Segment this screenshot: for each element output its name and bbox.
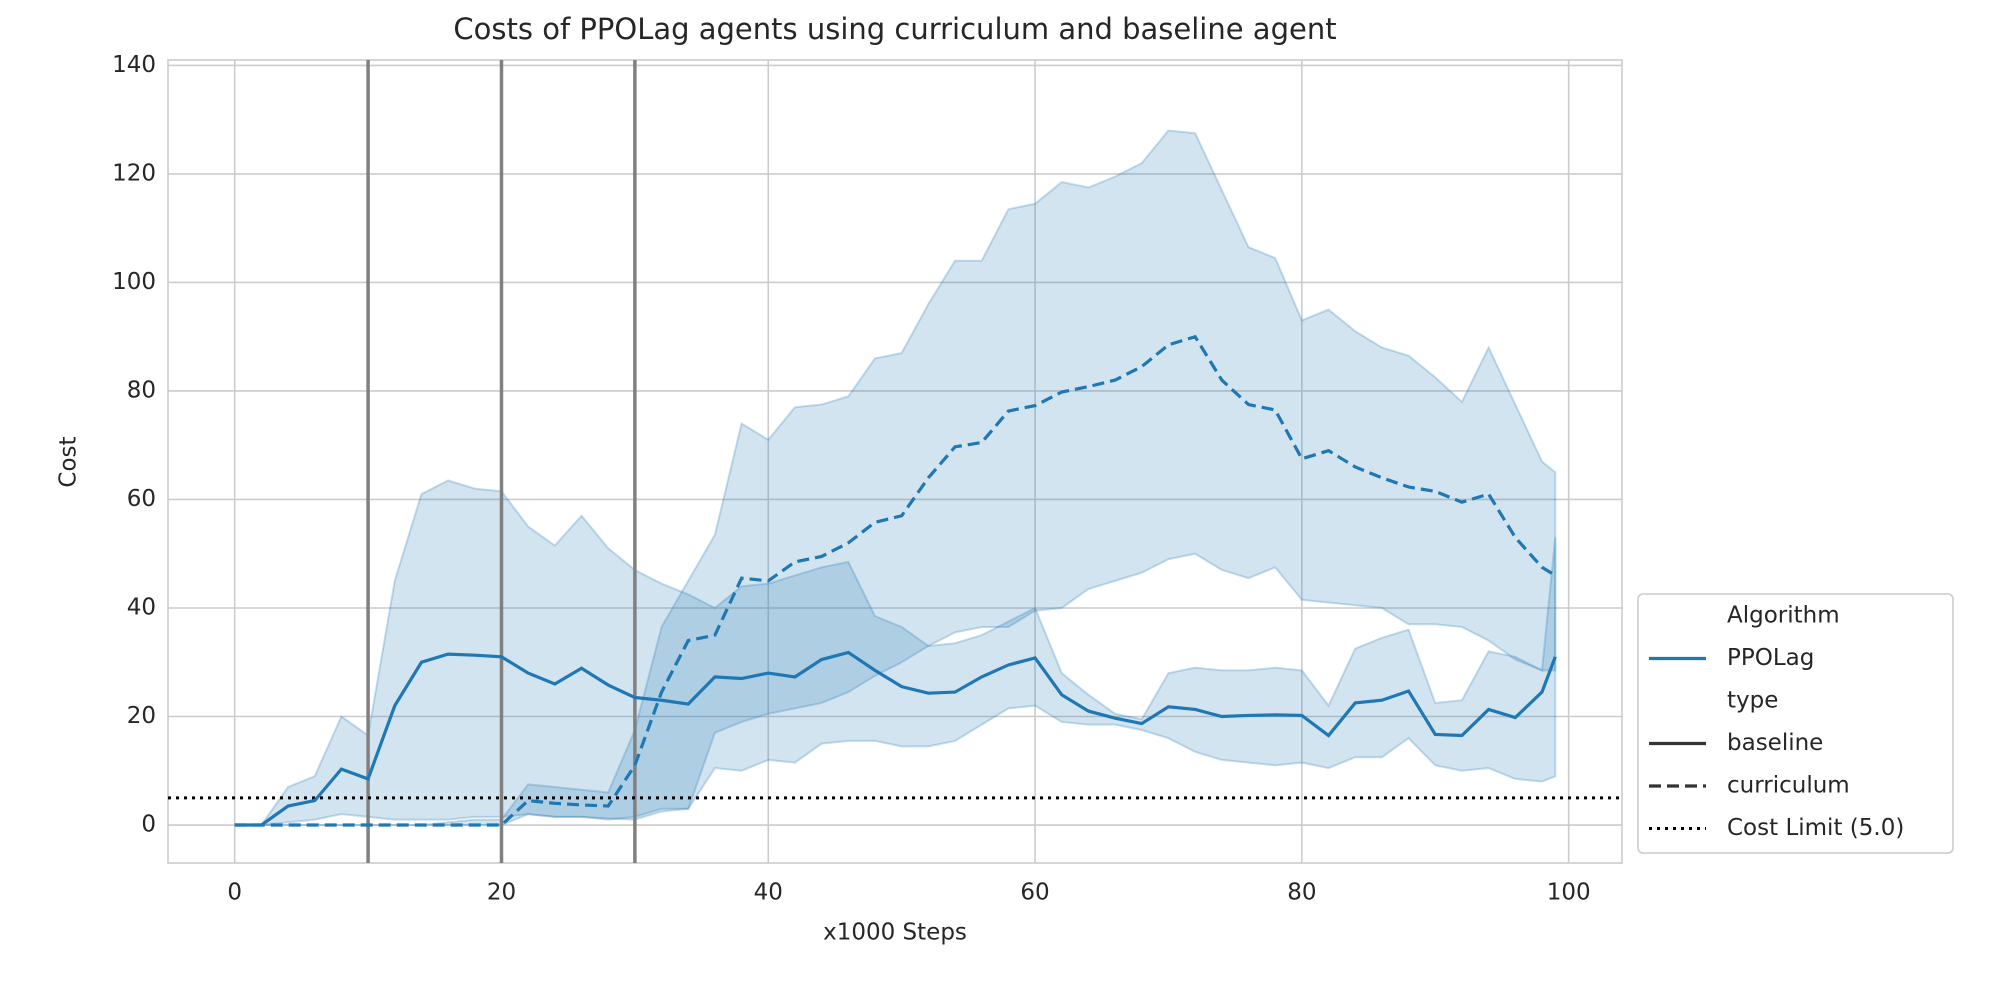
y-tick-label: 0 bbox=[141, 812, 156, 838]
x-tick-label: 80 bbox=[1287, 880, 1316, 906]
legend-title: type bbox=[1727, 688, 1778, 714]
y-axis-label: Cost bbox=[56, 436, 82, 487]
chart-title: Costs of PPOLag agents using curriculum … bbox=[453, 12, 1336, 46]
x-tick-label: 0 bbox=[227, 880, 242, 906]
confidence-band bbox=[234, 129, 1557, 827]
plot-area bbox=[167, 59, 1623, 864]
y-tick-label: 20 bbox=[127, 703, 156, 729]
legend-box bbox=[1637, 593, 1954, 854]
series-line bbox=[234, 334, 1557, 827]
x-axis-label: x1000 Steps bbox=[823, 920, 967, 946]
series-line bbox=[234, 650, 1557, 827]
legend-label: curriculum bbox=[1727, 773, 1850, 799]
y-tick-label: 100 bbox=[112, 269, 156, 295]
y-tick-label: 40 bbox=[127, 594, 156, 620]
y-tick-label: 140 bbox=[112, 52, 156, 78]
y-tick-label: 120 bbox=[112, 160, 156, 186]
legend-title: Algorithm bbox=[1727, 603, 1840, 629]
x-tick-label: 60 bbox=[1020, 880, 1049, 906]
y-tick-label: 60 bbox=[127, 486, 156, 512]
x-tick-label: 20 bbox=[487, 880, 516, 906]
legend-label: baseline bbox=[1727, 730, 1823, 756]
legend-label: Cost Limit (5.0) bbox=[1727, 815, 1904, 841]
x-tick-label: 40 bbox=[754, 880, 783, 906]
legend-label: PPOLag bbox=[1727, 645, 1814, 671]
x-tick-label: 100 bbox=[1547, 880, 1591, 906]
y-tick-label: 80 bbox=[127, 377, 156, 403]
